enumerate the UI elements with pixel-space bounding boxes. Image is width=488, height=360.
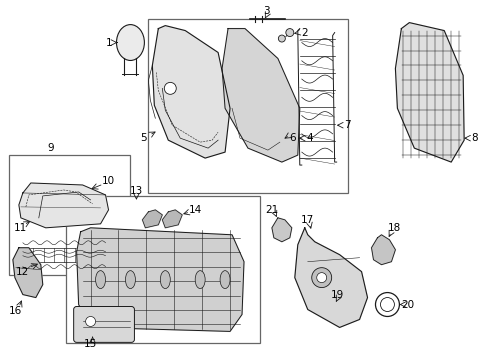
Text: 3: 3 <box>263 6 270 15</box>
Ellipse shape <box>125 271 135 289</box>
Circle shape <box>285 28 293 37</box>
FancyBboxPatch shape <box>74 306 134 342</box>
Polygon shape <box>162 210 182 228</box>
Bar <box>148 19 347 193</box>
Polygon shape <box>19 183 108 228</box>
Text: 21: 21 <box>264 205 278 215</box>
Text: 13: 13 <box>129 186 143 196</box>
Ellipse shape <box>160 271 170 289</box>
Polygon shape <box>271 218 291 242</box>
Ellipse shape <box>220 271 229 289</box>
Text: 4: 4 <box>306 133 312 143</box>
Polygon shape <box>77 228 244 332</box>
Bar <box>65 196 260 343</box>
Polygon shape <box>395 23 463 162</box>
Text: 1: 1 <box>106 37 113 48</box>
Text: 18: 18 <box>387 223 400 233</box>
Circle shape <box>278 35 285 42</box>
Text: 7: 7 <box>344 120 350 130</box>
Text: 17: 17 <box>301 215 314 225</box>
Text: 6: 6 <box>289 133 296 143</box>
Circle shape <box>380 298 394 311</box>
Polygon shape <box>222 28 299 162</box>
Polygon shape <box>294 228 367 328</box>
Text: 10: 10 <box>102 176 115 186</box>
Text: 11: 11 <box>14 223 27 233</box>
Circle shape <box>316 273 326 283</box>
Polygon shape <box>371 235 395 265</box>
Bar <box>9 155 130 275</box>
Ellipse shape <box>195 271 205 289</box>
Text: 5: 5 <box>140 133 146 143</box>
Ellipse shape <box>95 271 105 289</box>
Circle shape <box>311 268 331 288</box>
Circle shape <box>85 316 95 327</box>
Circle shape <box>164 82 176 94</box>
Text: 14: 14 <box>188 205 202 215</box>
Circle shape <box>375 293 399 316</box>
Polygon shape <box>152 26 229 158</box>
Text: 8: 8 <box>470 133 476 143</box>
Text: 2: 2 <box>301 28 307 37</box>
Ellipse shape <box>116 24 144 60</box>
Polygon shape <box>142 210 162 228</box>
Polygon shape <box>13 248 42 298</box>
Text: 12: 12 <box>16 267 29 276</box>
Text: 15: 15 <box>84 339 97 349</box>
Text: 20: 20 <box>400 300 413 310</box>
Text: 16: 16 <box>9 306 22 316</box>
Text: 19: 19 <box>330 289 344 300</box>
Text: 9: 9 <box>47 143 54 153</box>
